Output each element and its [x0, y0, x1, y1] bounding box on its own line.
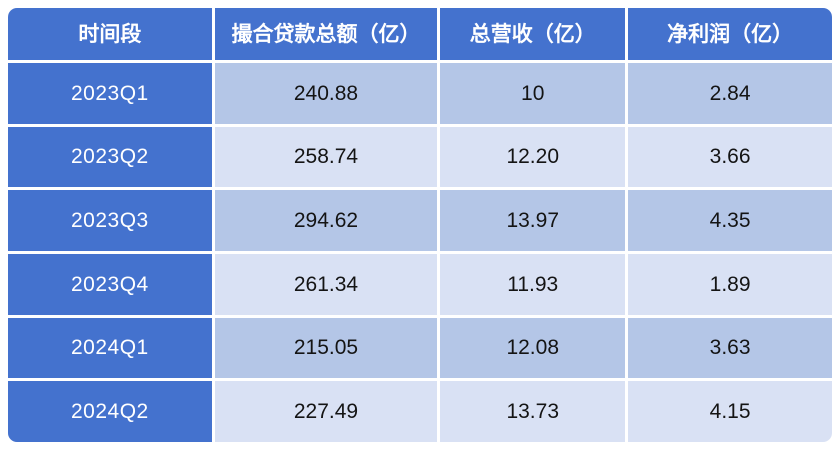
- profit-cell: 1.89: [628, 253, 832, 315]
- loan-cell: 258.74: [214, 126, 438, 188]
- table-row: 2023Q4 261.34 11.93 1.89: [8, 253, 832, 315]
- profit-cell: 4.35: [628, 190, 832, 251]
- table-row: 2023Q2 258.74 12.20 3.66: [8, 126, 832, 188]
- period-cell: 2024Q2: [8, 381, 212, 442]
- period-cell: 2024Q1: [8, 317, 212, 379]
- profit-cell: 3.66: [628, 126, 832, 188]
- loan-cell: 294.62: [214, 190, 438, 251]
- revenue-cell: 13.97: [440, 190, 626, 251]
- table-row: 2024Q2 227.49 13.73 4.15: [8, 381, 832, 442]
- loan-cell: 261.34: [214, 253, 438, 315]
- loan-cell: 227.49: [214, 381, 438, 442]
- quarterly-financials-table: 时间段 撮合贷款总额（亿） 总营收（亿） 净利润（亿） 2023Q1 240.8…: [8, 8, 832, 442]
- profit-cell: 4.15: [628, 381, 832, 442]
- revenue-cell: 12.20: [440, 126, 626, 188]
- revenue-cell: 11.93: [440, 253, 626, 315]
- table-row: 2023Q1 240.88 10 2.84: [8, 63, 832, 124]
- revenue-cell: 12.08: [440, 317, 626, 379]
- loan-cell: 215.05: [214, 317, 438, 379]
- column-header-profit: 净利润（亿）: [628, 8, 832, 60]
- revenue-cell: 10: [440, 63, 626, 124]
- table-row: 2024Q1 215.05 12.08 3.63: [8, 317, 832, 379]
- period-cell: 2023Q4: [8, 253, 212, 315]
- period-cell: 2023Q2: [8, 126, 212, 188]
- profit-cell: 2.84: [628, 63, 832, 124]
- period-cell: 2023Q3: [8, 190, 212, 251]
- quarterly-financials-table-container: 时间段 撮合贷款总额（亿） 总营收（亿） 净利润（亿） 2023Q1 240.8…: [8, 8, 832, 442]
- header-row: 时间段 撮合贷款总额（亿） 总营收（亿） 净利润（亿）: [8, 8, 832, 60]
- period-cell: 2023Q1: [8, 63, 212, 124]
- column-header-period: 时间段: [8, 8, 212, 60]
- table-row: 2023Q3 294.62 13.97 4.35: [8, 190, 832, 251]
- column-header-revenue: 总营收（亿）: [440, 8, 626, 60]
- loan-cell: 240.88: [214, 63, 438, 124]
- column-header-loan: 撮合贷款总额（亿）: [214, 8, 438, 60]
- profit-cell: 3.63: [628, 317, 832, 379]
- revenue-cell: 13.73: [440, 381, 626, 442]
